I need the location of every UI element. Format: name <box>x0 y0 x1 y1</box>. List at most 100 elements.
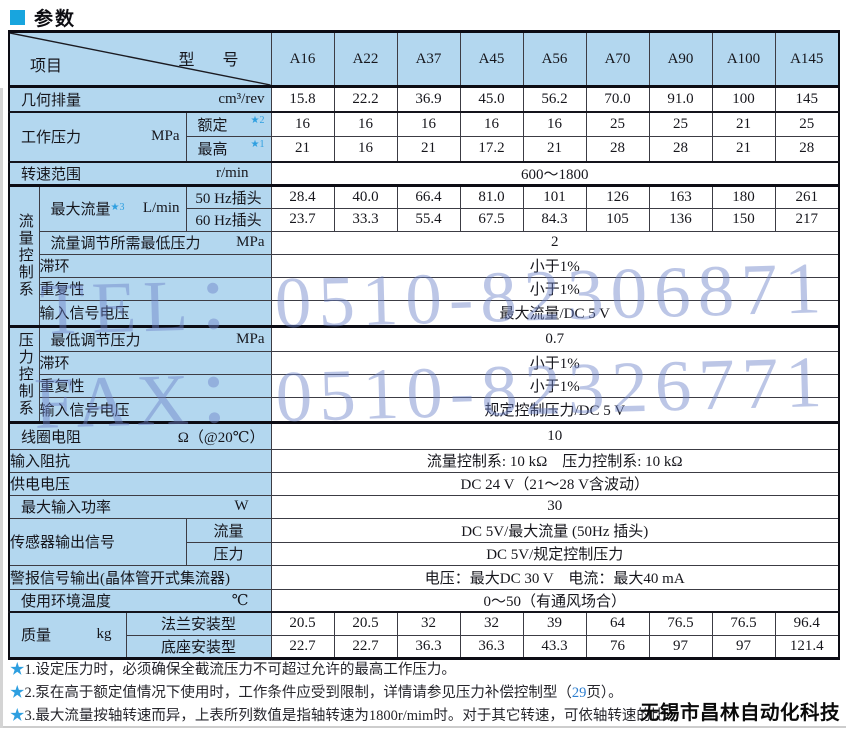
value-cell: 21 <box>396 136 461 162</box>
value-cell: 136 <box>648 207 713 232</box>
page-left-edge <box>0 88 3 728</box>
row-supply-voltage: 供电电压 DC 24 V（21～28 V含波动） <box>8 471 840 496</box>
value-cell: 81.0 <box>459 183 524 209</box>
row-speed-range: 转速范围 r/min 600～1800 <box>8 160 840 186</box>
model-header: A45 <box>459 31 524 87</box>
merged-value-cell: 30 <box>270 494 840 519</box>
row-sensor-pressure: 压力 DC 5V/规定控制压力 <box>9 541 840 566</box>
footnote-3: ★3.最大流量按轴转速而异，上表所列数值是指轴转速为1800r/mim时。对于其… <box>10 708 666 725</box>
value-cell: 28 <box>648 136 713 162</box>
sub-label: 额定 ★2 <box>185 110 272 137</box>
unit-label: ℃ <box>231 592 249 609</box>
value-cell: 91.0 <box>648 85 713 112</box>
row-label: 几何排量 cm³/rev <box>8 85 272 112</box>
table-corner-cell: 型 号 项目 <box>8 31 272 87</box>
merged-value-cell: 流量控制系: 10 kΩ 压力控制系: 10 kΩ <box>270 448 840 473</box>
model-header: A22 <box>333 31 398 87</box>
value-cell: 25 <box>585 110 650 137</box>
footnote-star-3: ★3 <box>110 202 125 213</box>
merged-value-cell: 600～1800 <box>270 160 840 186</box>
sub-label: 底座安装型 <box>125 634 272 659</box>
header-diagonal-line <box>10 33 271 85</box>
merged-value-cell: 0.7 <box>270 324 840 352</box>
value-cell: 105 <box>585 207 650 232</box>
merged-value-cell: 10 <box>270 420 840 450</box>
model-header: A70 <box>585 31 650 87</box>
value-cell: 28 <box>585 136 650 162</box>
value-cell: 25 <box>774 110 840 137</box>
title-bullet-square <box>10 10 25 25</box>
value-cell: 163 <box>648 183 713 209</box>
merged-value-cell: 2 <box>270 230 840 255</box>
value-cell: 67.5 <box>459 207 524 232</box>
row-max-flow-50hz: 流量控制系 最大流量★3 L/min 50 Hz插头 28.4 40.0 66.4… <box>8 183 840 327</box>
row-ambient-temp: 使用环境温度 ℃ 0～50（有通风场合） <box>8 588 840 613</box>
group-label-flow-control: 流量控制系 <box>8 183 40 327</box>
value-cell: 16 <box>333 136 398 162</box>
row-label: 输入阻抗 <box>8 448 272 473</box>
row-pressure-hysteresis: 滞环 小于1% <box>9 350 840 375</box>
value-cell: 217 <box>774 207 840 232</box>
page-bottom-edge <box>0 726 846 728</box>
merged-value-cell: 小于1% <box>270 276 840 301</box>
row-sensor-flow: 传感器输出信号 流量 DC 5V/最大流量 (50Hz 插头) <box>8 517 840 566</box>
footnote-1: ★1.设定压力时，必须确保全截流压力不可超过允许的最高工作压力。 <box>10 662 456 678</box>
footnote-2: ★2.泵在高于额定值情况下使用时，工作条件应受到限制，详情请参见压力补偿控制型（… <box>10 685 623 702</box>
value-cell: 126 <box>585 183 650 209</box>
value-cell: 21 <box>711 136 776 162</box>
unit-label: L/min <box>142 200 180 216</box>
merged-value-cell: 小于1% <box>270 373 840 398</box>
row-label: 线圈电阻 Ω（@20℃） <box>8 420 272 450</box>
unit-label: kg <box>96 626 112 643</box>
model-header: A16 <box>270 31 335 87</box>
table-header-row: 型 号 项目 A16 A22 A37 A45 A56 A70 A90 A100 … <box>8 31 840 87</box>
page-ref-link: 29 <box>571 685 587 702</box>
sub-label: 最高 ★1 <box>185 136 272 162</box>
value-cell: 16 <box>522 110 587 137</box>
corner-item-label: 项目 <box>30 58 63 75</box>
star-icon: ★ <box>10 662 25 678</box>
row-label: 转速范围 r/min <box>8 160 272 186</box>
value-cell: 97 <box>711 634 776 659</box>
unit-label: r/min <box>216 164 249 181</box>
value-cell: 20.5 <box>270 611 335 636</box>
merged-value-cell: 最大流量/DC 5 V <box>270 299 840 327</box>
value-cell: 36.9 <box>396 85 461 112</box>
value-cell: 16 <box>270 110 335 137</box>
sub-label: 50 Hz插头 <box>185 183 272 209</box>
value-cell: 16 <box>459 110 524 137</box>
company-watermark: 无锡市昌林自动化科技 <box>640 701 841 724</box>
model-header: A37 <box>396 31 461 87</box>
page-title-text: 参数 <box>34 8 77 30</box>
value-cell: 56.2 <box>522 85 587 112</box>
row-label: 重复性 <box>38 276 272 301</box>
row-pressure-input-signal: 输入信号电压 规定控制压力/DC 5 V <box>9 396 840 423</box>
merged-value-cell: 规定控制压力/DC 5 V <box>270 396 840 423</box>
model-header: A56 <box>522 31 587 87</box>
row-label: 传感器输出信号 <box>8 517 187 566</box>
value-cell: 96.4 <box>774 611 840 636</box>
group-label-pressure-control: 压力控制系 <box>8 324 40 423</box>
row-label: 警报信号输出(晶体管开式集流器) <box>8 564 272 590</box>
value-cell: 16 <box>396 110 461 137</box>
row-label: 供电电压 <box>8 471 272 496</box>
value-cell: 25 <box>648 110 713 137</box>
row-label: 最大流量★3 L/min <box>38 183 187 232</box>
footnote-star-2: ★2 <box>250 114 265 126</box>
sub-label: 流量 <box>185 517 272 543</box>
row-max-input-power: 最大输入功率 W 30 <box>8 494 840 519</box>
value-cell: 40.0 <box>333 183 398 209</box>
row-flow-min-pressure: 流量调节所需最低压力 MPa 2 <box>9 230 840 255</box>
value-cell: 101 <box>522 183 587 209</box>
value-cell: 39 <box>522 611 587 636</box>
row-pressure-min-adjust: 压力控制系 最低调节压力 MPa 0.7 <box>8 324 840 423</box>
value-cell: 66.4 <box>396 183 461 209</box>
value-cell: 36.3 <box>459 634 524 659</box>
value-cell: 145 <box>774 85 840 112</box>
value-cell: 21 <box>270 136 335 162</box>
footnote-star-1: ★1 <box>250 139 265 151</box>
row-flow-hysteresis: 滞环 小于1% <box>9 253 840 278</box>
unit-label: MPa <box>236 330 265 347</box>
value-cell: 261 <box>774 183 840 209</box>
